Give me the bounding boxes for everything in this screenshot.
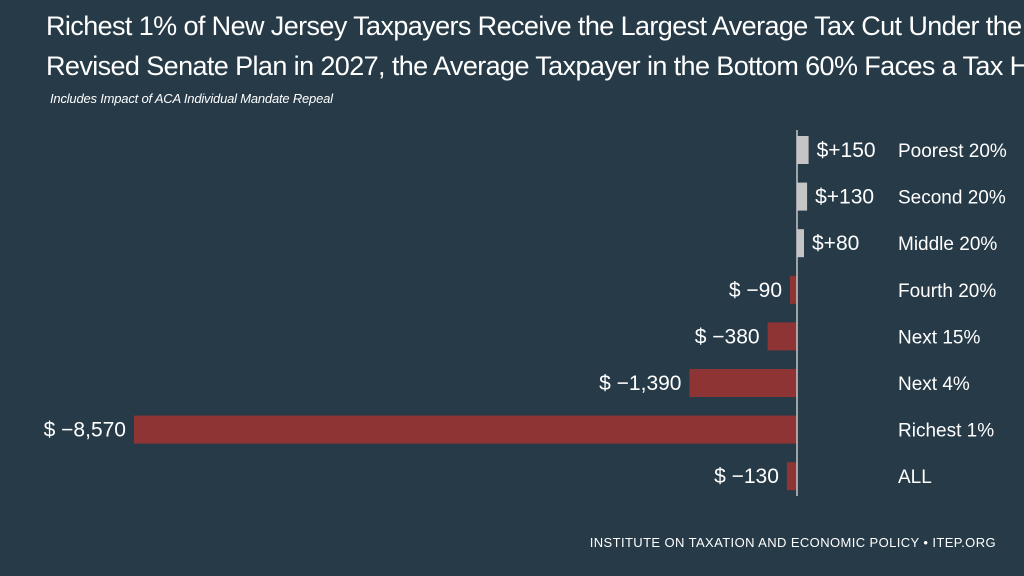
footer-source: INSTITUTE ON TAXATION AND ECONOMIC POLIC… xyxy=(589,535,996,550)
bar-all xyxy=(786,462,797,491)
value-label: $ −8,570 xyxy=(44,419,126,442)
value-label: $+130 xyxy=(815,186,874,209)
value-label: $ −90 xyxy=(729,279,782,302)
category-label: Next 4% xyxy=(898,374,970,395)
category-label: Poorest 20% xyxy=(898,141,1007,162)
bar-middle-20 xyxy=(797,229,804,258)
bar-fourth-20 xyxy=(790,275,797,304)
bar-next-15 xyxy=(767,322,797,351)
chart-title-line-2: Revised Senate Plan in 2027, the Average… xyxy=(46,51,1024,81)
bar-richest-1 xyxy=(134,415,797,444)
category-label: Richest 1% xyxy=(898,421,994,442)
value-label: $ −130 xyxy=(714,465,779,488)
category-label: Middle 20% xyxy=(898,234,997,255)
bar-next-4 xyxy=(689,369,797,397)
chart-title-line-1: Richest 1% of New Jersey Taxpayers Recei… xyxy=(46,11,1022,41)
value-label: $ −380 xyxy=(695,325,760,348)
bar-poorest-20 xyxy=(797,136,809,164)
bar-second-20 xyxy=(797,182,808,211)
value-label: $ −1,390 xyxy=(599,372,681,395)
chart-title: Richest 1% of New Jersey Taxpayers Recei… xyxy=(46,6,1024,86)
category-label: Fourth 20% xyxy=(898,281,996,302)
category-label: ALL xyxy=(898,467,932,488)
chart-subtitle: Includes Impact of ACA Individual Mandat… xyxy=(50,91,333,106)
value-label: $+150 xyxy=(817,139,876,162)
category-label: Next 15% xyxy=(898,327,980,348)
value-label: $+80 xyxy=(812,232,859,255)
category-label: Second 20% xyxy=(898,188,1006,209)
